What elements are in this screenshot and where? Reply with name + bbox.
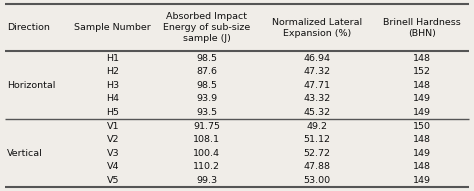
Text: 152: 152 xyxy=(413,67,431,76)
Text: 98.5: 98.5 xyxy=(196,81,217,90)
Text: V5: V5 xyxy=(107,176,119,185)
Text: 91.75: 91.75 xyxy=(193,122,220,131)
Text: 149: 149 xyxy=(413,149,431,158)
Text: 45.32: 45.32 xyxy=(303,108,331,117)
Text: 150: 150 xyxy=(413,122,431,131)
Text: Horizontal: Horizontal xyxy=(7,81,55,90)
Text: 47.71: 47.71 xyxy=(304,81,331,90)
Text: 93.5: 93.5 xyxy=(196,108,218,117)
Text: 98.5: 98.5 xyxy=(196,54,217,63)
Text: 47.32: 47.32 xyxy=(303,67,331,76)
Text: H1: H1 xyxy=(106,54,119,63)
Text: 148: 148 xyxy=(413,135,431,144)
Text: 148: 148 xyxy=(413,162,431,171)
Text: H5: H5 xyxy=(106,108,119,117)
Text: Brinell Hardness
(BHN): Brinell Hardness (BHN) xyxy=(383,18,461,38)
Text: Absorbed Impact
Energy of sub-size
sample (J): Absorbed Impact Energy of sub-size sampl… xyxy=(163,12,250,43)
Text: V3: V3 xyxy=(107,149,119,158)
Text: 43.32: 43.32 xyxy=(303,95,331,104)
Text: H4: H4 xyxy=(106,95,119,104)
Text: 149: 149 xyxy=(413,108,431,117)
Text: 87.6: 87.6 xyxy=(196,67,217,76)
Text: 148: 148 xyxy=(413,54,431,63)
Text: 53.00: 53.00 xyxy=(303,176,331,185)
Text: 110.2: 110.2 xyxy=(193,162,220,171)
Text: 47.88: 47.88 xyxy=(304,162,331,171)
Text: V2: V2 xyxy=(107,135,119,144)
Text: Direction: Direction xyxy=(7,23,50,32)
Text: 49.2: 49.2 xyxy=(307,122,328,131)
Text: Vertical: Vertical xyxy=(7,149,43,158)
Text: H3: H3 xyxy=(106,81,119,90)
Text: 51.12: 51.12 xyxy=(304,135,331,144)
Text: V4: V4 xyxy=(107,162,119,171)
Text: 148: 148 xyxy=(413,81,431,90)
Text: Sample Number: Sample Number xyxy=(74,23,151,32)
Text: 108.1: 108.1 xyxy=(193,135,220,144)
Text: Normalized Lateral
Expansion (%): Normalized Lateral Expansion (%) xyxy=(272,18,362,38)
Text: 46.94: 46.94 xyxy=(304,54,331,63)
Text: 100.4: 100.4 xyxy=(193,149,220,158)
Text: 99.3: 99.3 xyxy=(196,176,218,185)
Text: 149: 149 xyxy=(413,176,431,185)
Text: 93.9: 93.9 xyxy=(196,95,218,104)
Text: V1: V1 xyxy=(107,122,119,131)
Text: 52.72: 52.72 xyxy=(304,149,331,158)
Text: 149: 149 xyxy=(413,95,431,104)
Text: H2: H2 xyxy=(106,67,119,76)
